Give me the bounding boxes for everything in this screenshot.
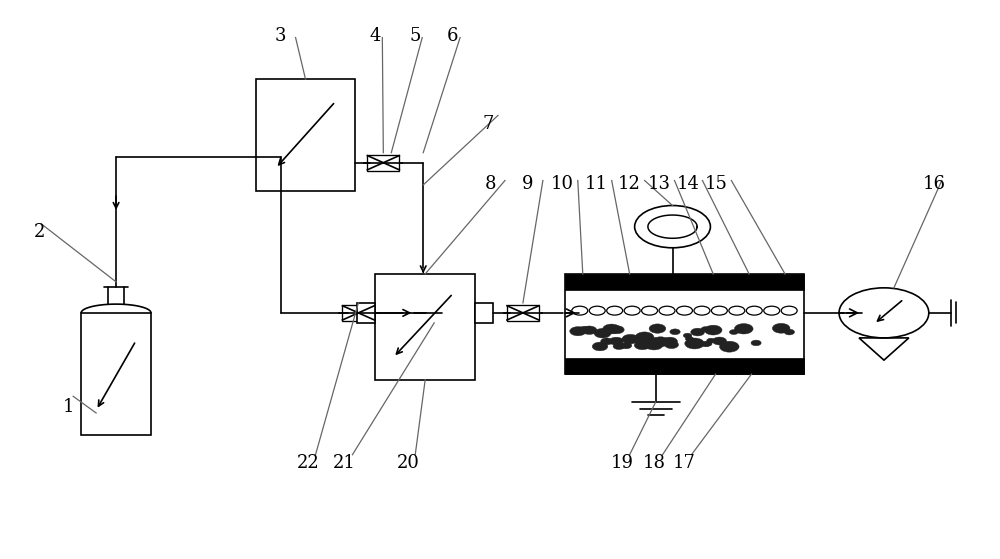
Text: 16: 16	[922, 175, 945, 193]
Circle shape	[729, 330, 738, 334]
Circle shape	[734, 324, 753, 334]
Circle shape	[646, 338, 661, 345]
Circle shape	[685, 338, 704, 349]
Circle shape	[645, 340, 663, 350]
Circle shape	[603, 329, 612, 334]
Circle shape	[634, 340, 650, 350]
Bar	[256, 79, 355, 191]
Circle shape	[683, 333, 692, 338]
Circle shape	[784, 329, 795, 335]
Text: 13: 13	[648, 175, 671, 193]
Text: 4: 4	[370, 27, 381, 45]
Bar	[565, 358, 804, 374]
Text: 3: 3	[275, 27, 286, 45]
Text: 8: 8	[484, 175, 496, 193]
Circle shape	[751, 340, 761, 346]
Text: 11: 11	[585, 175, 608, 193]
Bar	[475, 303, 493, 323]
Circle shape	[704, 325, 722, 335]
Circle shape	[707, 338, 715, 343]
Circle shape	[772, 323, 790, 333]
Text: 1: 1	[62, 399, 74, 416]
Text: 19: 19	[611, 454, 634, 472]
Text: 9: 9	[522, 175, 534, 193]
Circle shape	[635, 332, 654, 343]
Circle shape	[701, 326, 710, 331]
Text: 2: 2	[34, 223, 45, 241]
Circle shape	[570, 326, 586, 336]
Circle shape	[592, 342, 608, 351]
Circle shape	[662, 337, 677, 345]
Text: 21: 21	[333, 454, 356, 472]
Text: 14: 14	[677, 175, 700, 193]
Text: 10: 10	[550, 175, 573, 193]
Circle shape	[707, 326, 721, 334]
Text: 20: 20	[397, 454, 420, 472]
Circle shape	[582, 326, 597, 334]
Circle shape	[712, 337, 727, 345]
Bar	[81, 313, 151, 435]
Bar	[357, 303, 375, 323]
Circle shape	[635, 336, 652, 345]
Circle shape	[649, 324, 666, 333]
Text: 17: 17	[673, 454, 696, 472]
Text: 5: 5	[410, 27, 421, 45]
Circle shape	[691, 328, 705, 336]
Circle shape	[601, 338, 613, 345]
Circle shape	[613, 343, 625, 349]
Circle shape	[622, 334, 639, 344]
Circle shape	[701, 342, 711, 347]
Text: 15: 15	[705, 175, 728, 193]
Bar	[507, 305, 539, 321]
Bar	[426, 303, 442, 323]
Text: 22: 22	[297, 454, 320, 472]
Text: 7: 7	[482, 115, 494, 132]
Circle shape	[670, 329, 680, 335]
Circle shape	[665, 341, 679, 349]
Circle shape	[703, 342, 712, 346]
Bar	[565, 274, 804, 374]
Circle shape	[603, 324, 620, 334]
Bar	[367, 155, 399, 170]
Circle shape	[620, 343, 632, 349]
Text: 6: 6	[446, 27, 458, 45]
Text: 12: 12	[618, 175, 641, 193]
Circle shape	[685, 337, 694, 341]
Circle shape	[652, 337, 669, 347]
Circle shape	[609, 337, 623, 345]
Circle shape	[594, 329, 611, 338]
Bar	[342, 305, 374, 321]
Circle shape	[610, 326, 624, 334]
Bar	[375, 274, 475, 380]
Circle shape	[579, 326, 590, 333]
Circle shape	[720, 341, 739, 352]
Text: 18: 18	[643, 454, 666, 472]
Bar	[565, 274, 804, 290]
